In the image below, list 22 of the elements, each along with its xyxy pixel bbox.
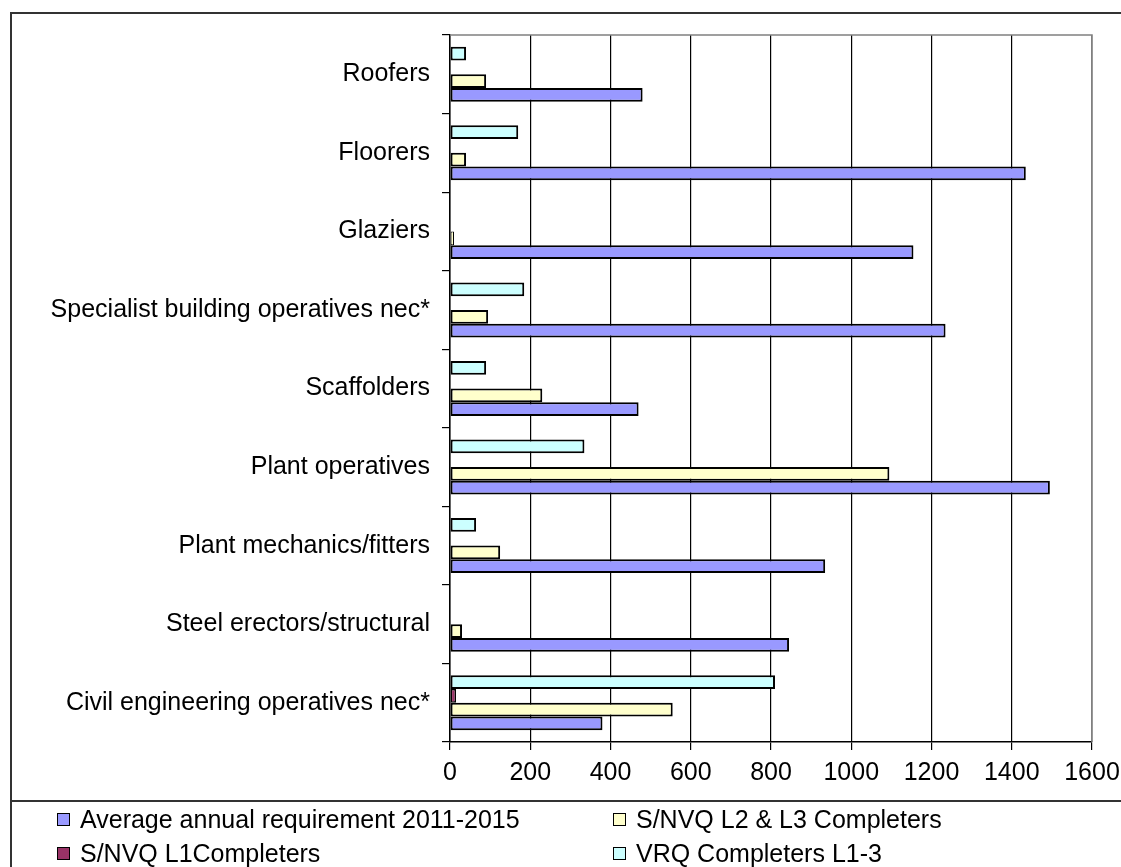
- y-tick-label: Glaziers: [338, 215, 430, 244]
- x-tick-label: 600: [669, 756, 712, 785]
- legend-label: S/NVQ L1Completers: [80, 838, 321, 867]
- x-tick-label: 0: [443, 756, 457, 785]
- y-tick-label: Plant operatives: [250, 450, 430, 479]
- y-tick-label: Floorers: [338, 136, 430, 165]
- y-tick-label: Scaffolders: [305, 372, 430, 401]
- y-tick-label: Roofers: [342, 58, 430, 87]
- legend-label: S/NVQ L2 & L3 Completers: [636, 804, 942, 834]
- x-tick-label: 1400: [983, 756, 1040, 785]
- x-tick-label: 200: [509, 756, 552, 785]
- x-tick-label: 400: [589, 756, 632, 785]
- legend-label: Average annual requirement 2011-2015: [80, 804, 520, 834]
- y-tick-label: Specialist building operatives nec*: [50, 293, 431, 322]
- legend-label: VRQ Completers L1-3: [636, 838, 882, 867]
- y-tick-label: Steel erectors/structural: [166, 608, 430, 637]
- x-tick-label: 1600: [1064, 756, 1120, 785]
- x-tick-label: 1200: [903, 756, 960, 785]
- x-tick-label: 800: [750, 756, 792, 785]
- y-tick-label: Plant mechanics/fitters: [178, 529, 430, 558]
- y-tick-label: Civil engineering operatives nec*: [65, 686, 431, 715]
- x-tick-label: 1000: [823, 756, 880, 785]
